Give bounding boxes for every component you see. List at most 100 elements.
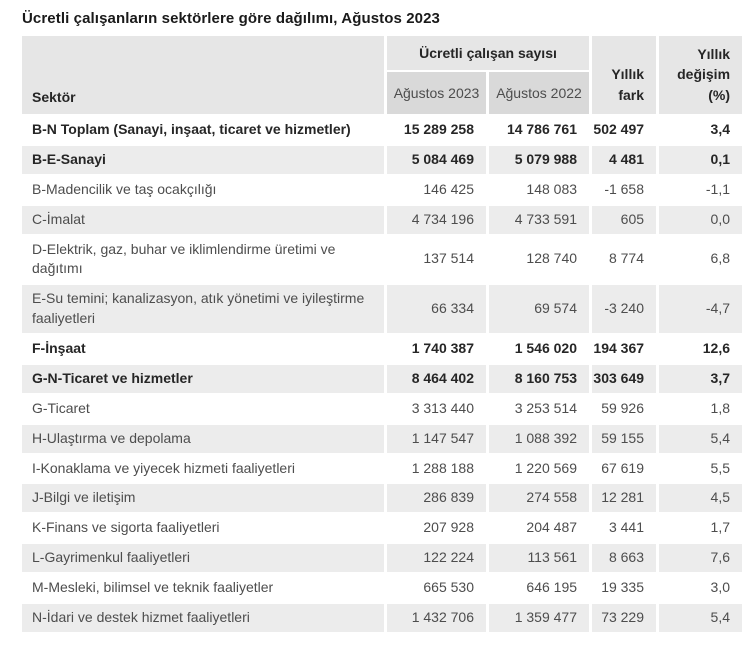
column-header-yearly-diff: Yıllık fark — [592, 36, 657, 114]
table-row: H-Ulaştırma ve depolama 1 147 547 1 088 39… — [22, 424, 743, 453]
table-body: B-N Toplam (Sanayi, inşaat, ticaret ve h… — [22, 116, 743, 632]
column-header-august-2022: Ağustos 2022 — [489, 72, 590, 114]
value-cell-yearly-diff: 502 497 — [592, 116, 657, 144]
value-cell-yearly-change-pct: 6,8 — [659, 235, 743, 284]
column-header-august-2023: Ağustos 2023 — [387, 72, 486, 114]
value-cell-yearly-change-pct: 7,6 — [659, 544, 743, 572]
value-cell-aug-2022: 148 083 — [489, 175, 590, 204]
value-cell-yearly-diff: 19 335 — [592, 574, 657, 602]
page-title: Ücretli çalışanların sektörlere göre dağ… — [22, 10, 441, 27]
value-cell-yearly-diff: 67 619 — [592, 454, 657, 483]
sector-cell: I-Konaklama ve yiyecek hizmeti faaliyetl… — [22, 454, 384, 483]
sector-cell: J-Bilgi ve iletişim — [22, 484, 384, 513]
sector-cell: K-Finans ve sigorta faaliyetleri — [22, 514, 384, 543]
value-cell-aug-2022: 128 740 — [489, 235, 590, 284]
value-cell-aug-2023: 1 740 387 — [387, 335, 486, 363]
sector-cell: M-Mesleki, bilimsel ve teknik faaliyetle… — [22, 574, 384, 602]
value-cell-aug-2023: 146 425 — [387, 175, 486, 204]
value-cell-yearly-change-pct: 1,8 — [659, 394, 743, 423]
value-cell-aug-2023: 207 928 — [387, 514, 486, 543]
table-header: Sektör Ücretli çalışan sayısı Yıllık far… — [22, 36, 743, 114]
value-cell-aug-2022: 1 359 477 — [489, 603, 590, 632]
value-cell-aug-2022: 14 786 761 — [489, 116, 590, 144]
sector-cell: L-Gayrimenkul faaliyetleri — [22, 544, 384, 572]
value-cell-aug-2023: 8 464 402 — [387, 364, 486, 393]
sector-cell: G-Ticaret — [22, 394, 384, 423]
table-row: M-Mesleki, bilimsel ve teknik faaliyetle… — [22, 574, 743, 602]
value-cell-aug-2023: 665 530 — [387, 574, 486, 602]
value-cell-aug-2023: 286 839 — [387, 484, 486, 513]
sector-cell: B-Madencilik ve taş ocakçılığı — [22, 175, 384, 204]
value-cell-yearly-change-pct: 5,4 — [659, 424, 743, 453]
value-cell-yearly-diff: 194 367 — [592, 335, 657, 363]
value-cell-aug-2023: 3 313 440 — [387, 394, 486, 423]
column-header-employee-count-group: Ücretli çalışan sayısı — [387, 36, 590, 70]
table-row: J-Bilgi ve iletişim 286 839 274 558 12 281 4… — [22, 484, 743, 513]
sector-cell: B-N Toplam (Sanayi, inşaat, ticaret ve h… — [22, 116, 384, 144]
table-row: G-Ticaret 3 313 440 3 253 514 59 926 1,8 — [22, 394, 743, 423]
sector-cell: C-İmalat — [22, 205, 384, 234]
table-row: L-Gayrimenkul faaliyetleri 122 224 113 561… — [22, 544, 743, 572]
value-cell-aug-2023: 137 514 — [387, 235, 486, 284]
value-cell-aug-2023: 4 734 196 — [387, 205, 486, 234]
value-cell-yearly-diff: 8 663 — [592, 544, 657, 572]
value-cell-yearly-diff: 73 229 — [592, 603, 657, 632]
table-row: I-Konaklama ve yiyecek hizmeti faaliyetl… — [22, 454, 743, 483]
header-row-dates: Ağustos 2023 Ağustos 2022 — [22, 72, 742, 114]
value-cell-aug-2022: 204 487 — [489, 514, 590, 543]
value-cell-aug-2022: 1 220 569 — [489, 454, 590, 483]
table-row: B-Madencilik ve taş ocakçılığı 146 425 148… — [22, 175, 743, 204]
value-cell-yearly-diff: 605 — [592, 205, 657, 234]
value-cell-yearly-change-pct: 5,4 — [659, 603, 743, 632]
value-cell-yearly-change-pct: 5,5 — [659, 454, 743, 483]
table-row: B-N Toplam (Sanayi, inşaat, ticaret ve h… — [22, 116, 743, 144]
table-row: B-E-Sanayi 5 084 469 5 079 988 4 481 0,1 — [22, 145, 743, 174]
value-cell-yearly-change-pct: 3,7 — [659, 364, 743, 393]
sector-cell: D-Elektrik, gaz, buhar ve iklimlendirme … — [22, 235, 384, 284]
value-cell-yearly-diff: 3 441 — [592, 514, 657, 543]
value-cell-aug-2023: 5 084 469 — [387, 145, 486, 174]
value-cell-aug-2022: 1 088 392 — [489, 424, 590, 453]
value-cell-aug-2023: 66 334 — [387, 285, 486, 333]
value-cell-yearly-diff: 12 281 — [592, 484, 657, 513]
sector-distribution-table: Sektör Ücretli çalışan sayısı Yıllık far… — [19, 34, 745, 634]
value-cell-aug-2023: 1 432 706 — [387, 603, 486, 632]
sector-cell: F-İnşaat — [22, 335, 384, 363]
value-cell-yearly-change-pct: -4,7 — [659, 285, 743, 333]
value-cell-yearly-change-pct: 3,0 — [659, 574, 743, 602]
value-cell-aug-2022: 5 079 988 — [489, 145, 590, 174]
value-cell-aug-2022: 646 195 — [489, 574, 590, 602]
value-cell-aug-2023: 1 147 547 — [387, 424, 486, 453]
value-cell-aug-2022: 8 160 753 — [489, 364, 590, 393]
value-cell-aug-2022: 274 558 — [489, 484, 590, 513]
value-cell-yearly-diff: 303 649 — [592, 364, 657, 393]
value-cell-aug-2022: 1 546 020 — [489, 335, 590, 363]
value-cell-yearly-change-pct: 0,0 — [659, 205, 743, 234]
value-cell-aug-2023: 1 288 188 — [387, 454, 486, 483]
value-cell-yearly-diff: 59 926 — [592, 394, 657, 423]
value-cell-aug-2023: 15 289 258 — [387, 116, 486, 144]
table-row: G-N-Ticaret ve hizmetler 8 464 402 8 160 7… — [22, 364, 743, 393]
value-cell-yearly-change-pct: -1,1 — [659, 175, 743, 204]
table-row: N-İdari ve destek hizmet faaliyetleri 1 4… — [22, 603, 743, 632]
table-row: K-Finans ve sigorta faaliyetleri 207 928 2… — [22, 514, 743, 543]
value-cell-yearly-diff: -3 240 — [592, 285, 657, 333]
value-cell-yearly-diff: 8 774 — [592, 235, 657, 284]
value-cell-yearly-diff: -1 658 — [592, 175, 657, 204]
value-cell-yearly-change-pct: 4,5 — [659, 484, 743, 513]
value-cell-yearly-diff: 59 155 — [592, 424, 657, 453]
sector-cell: N-İdari ve destek hizmet faaliyetleri — [22, 603, 384, 632]
table-row: E-Su temini; kanalizasyon, atık yönetimi… — [22, 285, 743, 333]
header-row-group: Sektör Ücretli çalışan sayısı Yıllık far… — [22, 36, 743, 114]
sector-cell: G-N-Ticaret ve hizmetler — [22, 364, 384, 393]
value-cell-yearly-change-pct: 1,7 — [659, 514, 743, 543]
sector-cell: H-Ulaştırma ve depolama — [22, 424, 384, 453]
table-row: C-İmalat 4 734 196 4 733 591 605 0,0 — [22, 205, 743, 234]
table-row: D-Elektrik, gaz, buhar ve iklimlendirme … — [22, 235, 743, 284]
value-cell-aug-2022: 69 574 — [489, 285, 590, 333]
value-cell-yearly-diff: 4 481 — [592, 145, 657, 174]
value-cell-aug-2023: 122 224 — [387, 544, 486, 572]
sector-cell: B-E-Sanayi — [22, 145, 384, 174]
column-header-sector: Sektör — [22, 36, 384, 114]
